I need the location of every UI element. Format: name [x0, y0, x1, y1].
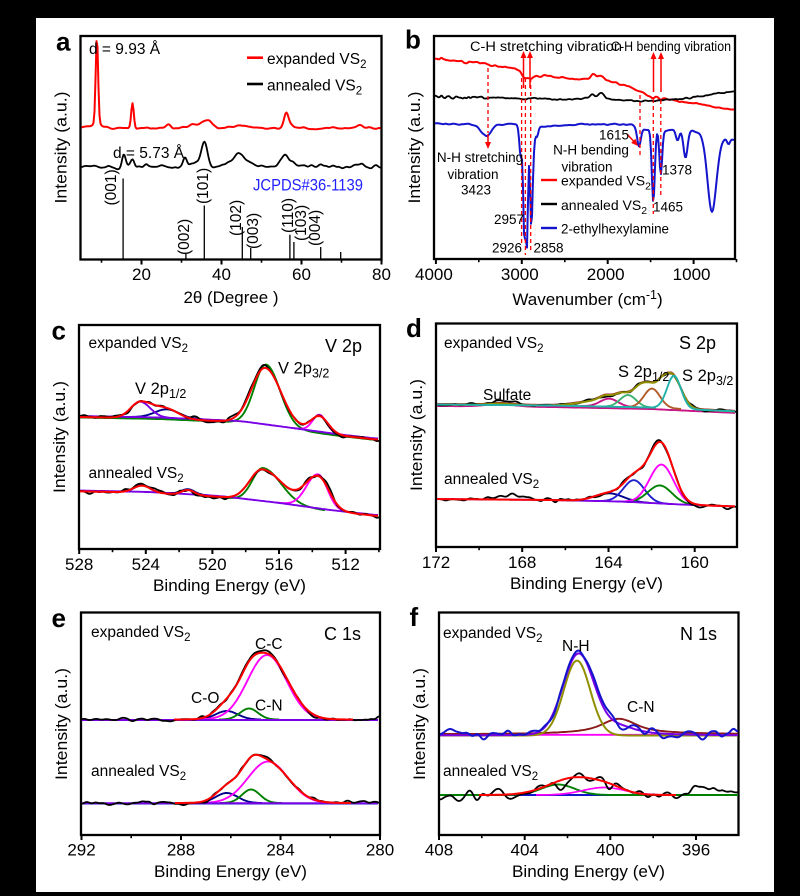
svg-text:(110): (110)	[280, 198, 297, 233]
svg-text:172: 172	[422, 553, 450, 572]
svg-text:(003): (003)	[245, 213, 262, 249]
svg-text:Sulfate: Sulfate	[483, 387, 531, 404]
svg-text:JCPDS#36-1139: JCPDS#36-1139	[253, 176, 363, 195]
svg-text:(102): (102)	[228, 200, 245, 236]
svg-text:408: 408	[425, 841, 453, 860]
svg-text:516: 516	[265, 555, 293, 574]
svg-text:expanded VS2: expanded VS2	[91, 624, 190, 644]
svg-text:Binding Energy (eV): Binding Energy (eV)	[154, 862, 307, 881]
svg-text:S 2p: S 2p	[679, 333, 716, 353]
svg-text:C-O: C-O	[191, 690, 219, 707]
svg-text:expanded VS2: expanded VS2	[89, 335, 188, 355]
svg-text:b: b	[405, 25, 421, 55]
svg-text:3000: 3000	[501, 265, 539, 284]
svg-text:164: 164	[594, 553, 622, 572]
svg-text:Intensity (a.u.): Intensity (a.u.)	[410, 668, 429, 780]
svg-text:1000: 1000	[673, 265, 711, 284]
svg-text:(101): (101)	[195, 168, 212, 204]
svg-text:Intensity (a.u.): Intensity (a.u.)	[52, 92, 71, 204]
svg-text:2858: 2858	[533, 241, 563, 256]
svg-text:c: c	[52, 316, 66, 346]
svg-text:e: e	[52, 603, 66, 633]
svg-text:284: 284	[266, 841, 294, 860]
svg-text:d: d	[406, 313, 422, 343]
svg-text:(004): (004)	[307, 210, 324, 246]
svg-text:20: 20	[132, 265, 151, 284]
svg-text:Intensity (a.u.): Intensity (a.u.)	[50, 381, 69, 493]
svg-text:vibration: vibration	[447, 167, 498, 182]
svg-text:N-H bending: N-H bending	[553, 143, 629, 158]
svg-text:C-H stretching vibration: C-H stretching vibration	[470, 39, 622, 54]
svg-text:2θ (Degree ): 2θ (Degree )	[184, 288, 279, 307]
svg-text:80: 80	[372, 265, 391, 284]
svg-text:288: 288	[167, 841, 195, 860]
svg-text:280: 280	[366, 841, 394, 860]
svg-text:expanded VS2: expanded VS2	[443, 625, 542, 645]
svg-text:1378: 1378	[662, 163, 692, 178]
svg-text:168: 168	[508, 553, 536, 572]
svg-text:annealed VS2: annealed VS2	[89, 465, 184, 485]
svg-text:Binding Energy (eV): Binding Energy (eV)	[512, 862, 665, 881]
svg-text:512: 512	[331, 555, 359, 574]
svg-text:C-N: C-N	[255, 698, 283, 715]
svg-text:vibration: vibration	[561, 160, 612, 175]
svg-text:annealed VS2: annealed VS2	[443, 763, 538, 783]
svg-text:2926: 2926	[492, 241, 522, 256]
svg-text:Intensity (a.u.): Intensity (a.u.)	[52, 668, 71, 780]
svg-text:C 1s: C 1s	[324, 624, 361, 644]
svg-text:d = 9.93 Å: d = 9.93 Å	[89, 41, 161, 58]
svg-text:d = 5.73 Å: d = 5.73 Å	[113, 145, 185, 162]
svg-text:C-H bending vibration: C-H bending vibration	[611, 39, 731, 54]
svg-text:V 2p: V 2p	[325, 336, 362, 356]
svg-text:2-ethylhexylamine: 2-ethylhexylamine	[561, 221, 669, 237]
svg-text:2000: 2000	[587, 265, 625, 284]
svg-text:Intensity (a.u.): Intensity (a.u.)	[405, 92, 424, 204]
svg-text:annealed VS2: annealed VS2	[267, 77, 362, 97]
svg-text:40: 40	[212, 265, 231, 284]
svg-text:annealed VS2: annealed VS2	[561, 197, 647, 217]
svg-text:400: 400	[596, 841, 624, 860]
svg-text:1615: 1615	[599, 128, 629, 143]
svg-text:1465: 1465	[653, 200, 683, 215]
svg-text:3423: 3423	[461, 183, 491, 198]
svg-text:a: a	[56, 27, 71, 57]
svg-text:Wavenumber (cm-1): Wavenumber (cm-1)	[512, 288, 662, 309]
svg-text:Intensity (a.u.): Intensity (a.u.)	[407, 379, 426, 491]
svg-text:520: 520	[198, 555, 226, 574]
svg-text:f: f	[410, 602, 419, 632]
svg-text:(001): (001)	[103, 169, 120, 205]
svg-text:528: 528	[65, 555, 93, 574]
svg-text:292: 292	[67, 841, 95, 860]
svg-text:60: 60	[292, 265, 311, 284]
svg-text:annealed VS2: annealed VS2	[91, 763, 186, 783]
svg-text:N-H: N-H	[562, 638, 590, 655]
svg-text:Binding Energy (eV): Binding Energy (eV)	[153, 576, 306, 595]
svg-text:N-H stretching: N-H stretching	[437, 150, 523, 165]
svg-text:160: 160	[681, 553, 709, 572]
svg-text:C-C: C-C	[255, 636, 283, 653]
svg-text:N 1s: N 1s	[680, 624, 717, 644]
svg-text:(103): (103)	[293, 205, 310, 241]
svg-text:396: 396	[682, 841, 710, 860]
svg-text:expanded VS2: expanded VS2	[561, 173, 651, 193]
svg-text:404: 404	[511, 841, 539, 860]
svg-text:524: 524	[132, 555, 160, 574]
svg-text:4000: 4000	[415, 265, 453, 284]
svg-text:2957: 2957	[494, 212, 524, 227]
svg-text:expanded VS2: expanded VS2	[444, 335, 543, 355]
svg-text:Binding Energy (eV): Binding Energy (eV)	[510, 574, 663, 593]
svg-text:expanded VS2: expanded VS2	[267, 51, 366, 71]
svg-text:C-N: C-N	[627, 699, 655, 716]
svg-text:annealed VS2: annealed VS2	[444, 471, 539, 491]
svg-text:(002): (002)	[176, 219, 193, 255]
